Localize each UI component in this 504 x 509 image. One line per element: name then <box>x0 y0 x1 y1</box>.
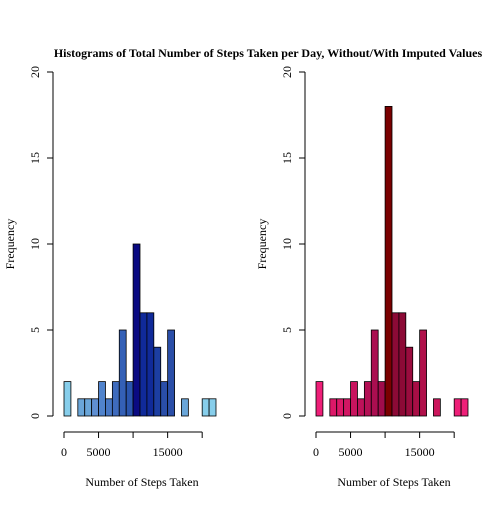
bar <box>153 346 162 417</box>
y-tick-label: 0 <box>280 413 294 419</box>
bar <box>315 381 324 417</box>
bar <box>370 329 379 417</box>
bar <box>167 329 175 417</box>
y-tick-label: 15 <box>280 152 294 164</box>
y-tick-label: 5 <box>28 327 42 333</box>
bar <box>419 329 427 417</box>
bar <box>433 398 441 417</box>
bar <box>460 398 469 417</box>
x-tick-label: 15000 <box>405 445 435 459</box>
bar <box>98 381 106 417</box>
bar <box>105 398 113 417</box>
bar <box>201 398 210 417</box>
bar <box>357 398 365 417</box>
bar <box>77 398 86 417</box>
bar <box>336 398 345 417</box>
bar <box>160 381 169 417</box>
histogram-panel-1: 0 5 10 15 20 0 5000 15000 Number of Steps Taken F… <box>3 66 217 489</box>
bar <box>118 329 127 417</box>
y-tick-label: 10 <box>28 238 42 250</box>
bar <box>377 381 386 417</box>
x-axis-label: Number of Steps Taken <box>337 475 450 489</box>
x-tick-label: 15000 <box>153 445 183 459</box>
bar <box>350 381 358 417</box>
bar <box>63 381 72 417</box>
y-tick-label: 15 <box>28 152 42 164</box>
bar <box>391 312 400 417</box>
bar <box>384 106 393 417</box>
y-tick-label: 5 <box>280 327 294 333</box>
bar <box>181 398 189 417</box>
bar <box>91 398 99 417</box>
y-tick-label: 20 <box>280 66 294 78</box>
y-tick-label: 20 <box>28 66 42 78</box>
y-axis-label: Frequency <box>255 219 269 270</box>
bar <box>453 398 462 417</box>
bar <box>412 381 421 417</box>
main-title: Histograms of Total Number of Steps Take… <box>54 46 483 60</box>
bar <box>84 398 93 417</box>
bar <box>398 312 407 417</box>
x-tick-label: 0 <box>313 445 319 459</box>
bar <box>343 398 351 417</box>
bar <box>405 346 414 417</box>
x-tick-label: 5000 <box>339 445 363 459</box>
histogram-panel-2: 0 5 10 15 20 0 5000 15000 Number of Steps Taken F… <box>255 66 469 489</box>
y-tick-label: 10 <box>280 238 294 250</box>
bar <box>132 243 141 417</box>
x-tick-label: 5000 <box>87 445 111 459</box>
bar <box>125 381 134 417</box>
bar <box>139 312 148 417</box>
bar <box>208 398 217 417</box>
bar <box>363 381 372 417</box>
y-axis-label: Frequency <box>3 219 17 270</box>
x-tick-label: 0 <box>61 445 67 459</box>
bar <box>111 381 120 417</box>
bar <box>146 312 155 417</box>
bar <box>329 398 338 417</box>
x-axis-label: Number of Steps Taken <box>85 475 198 489</box>
y-tick-label: 0 <box>28 413 42 419</box>
